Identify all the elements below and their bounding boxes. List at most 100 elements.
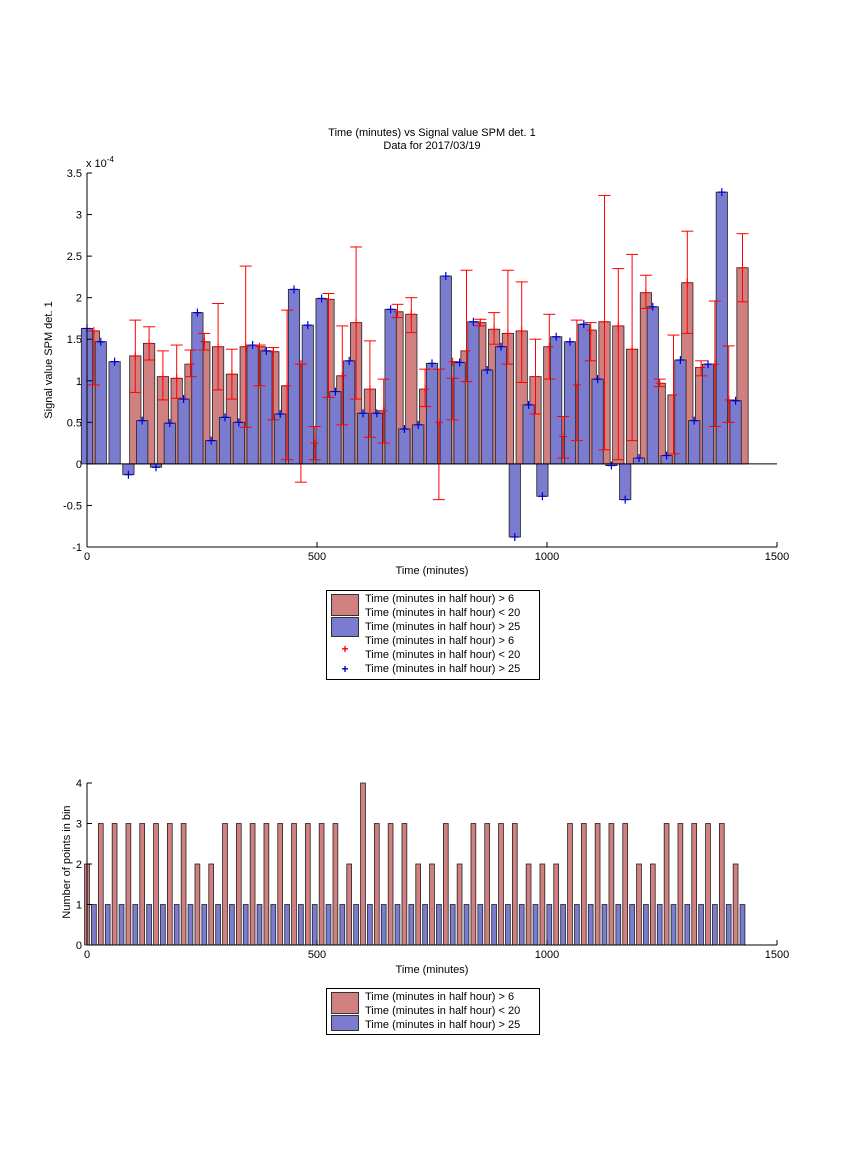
bar-series2 [739, 904, 746, 946]
bar-series2 [232, 421, 245, 465]
y-tick-label: 1 [76, 376, 82, 388]
plus-marker-red [324, 295, 333, 304]
bar-series2 [729, 400, 742, 465]
bar-series2 [311, 904, 318, 946]
bar-series2 [643, 904, 649, 946]
bar-series2 [370, 412, 383, 465]
bar-series2 [315, 298, 328, 465]
plus-marker-blue [276, 410, 285, 419]
plus-marker-blue [731, 396, 740, 405]
plus-marker-red [255, 342, 264, 351]
plus-marker-blue [152, 463, 160, 472]
plus-marker-blue [704, 360, 712, 369]
bar-series1 [166, 823, 173, 946]
bar-series2 [104, 904, 111, 946]
y-tick-label: 2.5 [67, 251, 82, 263]
y-tick-label: -1 [72, 542, 82, 554]
plus-marker-blue [234, 418, 243, 427]
bar-series1 [677, 823, 684, 946]
bar-series2 [491, 904, 497, 946]
bar-series2 [467, 321, 480, 465]
bar-series2 [274, 413, 287, 465]
bar-series2 [256, 904, 263, 946]
bar-series1 [691, 823, 698, 946]
plus-marker-blue [428, 359, 436, 368]
legend-marker-blue-plus: + [341, 662, 349, 676]
bar-series1 [484, 823, 491, 946]
chart2-plot-area: 0 500 1000 1500 0 1 2 3 4 [76, 778, 789, 961]
plus-marker-red [227, 370, 236, 379]
plus-marker-red [352, 318, 361, 327]
bar-series2 [532, 904, 539, 946]
bar-series1 [415, 863, 422, 946]
y-tick-label: 2 [76, 859, 82, 871]
plus-marker-blue [510, 533, 519, 542]
bar-series1 [663, 823, 670, 946]
plus-marker-blue [345, 356, 354, 365]
plus-marker-blue [96, 337, 105, 346]
bar-series2 [560, 904, 566, 946]
legend-label: Time (minutes in half hour) > 6 [365, 991, 515, 1003]
bar-series1 [208, 863, 215, 946]
x-tick-label: 1000 [535, 949, 559, 961]
y-tick-label: 1 [76, 900, 82, 912]
bar-series2 [325, 904, 332, 946]
bar-series1 [539, 863, 546, 946]
bar-series1 [387, 823, 394, 946]
plus-marker-red [490, 325, 499, 334]
bar-series1 [125, 823, 132, 946]
bar-series2 [674, 359, 687, 465]
plus-marker-red [655, 379, 664, 388]
plus-marker-red [586, 326, 595, 335]
plus-marker-blue [179, 395, 188, 404]
plus-marker-blue [538, 492, 547, 501]
plus-marker-red [710, 360, 719, 369]
bar-series1 [318, 823, 325, 946]
plus-marker-blue [690, 416, 699, 425]
chart1-subtitle: Data for 2017/03/19 [383, 140, 480, 152]
legend-label: Time (minutes in half hour) < 20 [365, 649, 521, 661]
y-tick-label: 0 [76, 940, 82, 952]
bar-series2 [394, 904, 401, 946]
bar-series2 [118, 904, 125, 946]
x-tick-label: 500 [308, 551, 326, 563]
plus-marker-red [365, 385, 374, 394]
bar-series1 [332, 823, 339, 946]
bar-series1 [222, 823, 228, 946]
chart1-exponent-label: x 10-4 [86, 155, 114, 170]
bar-series1 [705, 823, 711, 946]
bar-series2 [339, 904, 346, 946]
plus-marker-blue [138, 416, 147, 425]
chart1-xlabel: Time (minutes) [396, 565, 469, 577]
plus-marker-red [407, 310, 416, 319]
bar-series1 [153, 823, 159, 946]
bar-series1 [235, 823, 242, 946]
plus-marker-red [379, 406, 388, 415]
plus-marker-red [476, 318, 485, 327]
plus-marker-red [614, 321, 623, 330]
plus-marker-red [310, 439, 319, 448]
plus-marker-red [462, 346, 471, 355]
bar-series2 [91, 904, 97, 946]
plus-marker-blue [124, 470, 133, 479]
y-tick-label: 3.5 [67, 168, 82, 180]
plus-marker-blue [262, 346, 271, 355]
bar-series1 [718, 823, 725, 946]
plus-marker-red [503, 329, 512, 338]
plus-marker-red [559, 432, 568, 441]
y-tick-label: 0.5 [67, 417, 82, 429]
plus-marker-blue [193, 308, 202, 317]
bar-series2 [408, 904, 415, 946]
bar-series2 [698, 904, 704, 946]
plus-marker-blue [317, 294, 326, 303]
plus-marker-blue [221, 413, 229, 422]
plus-marker-blue [483, 365, 492, 374]
plus-marker-blue [331, 387, 340, 396]
legend-label: Time (minutes in half hour) < 20 [365, 1005, 521, 1017]
x-tick-label: 0 [84, 551, 90, 563]
bar-series2 [505, 904, 511, 946]
bar-series1 [649, 863, 656, 946]
legend-label: Time (minutes in half hour) > 25 [365, 663, 521, 675]
bar-series1 [277, 823, 284, 946]
plus-marker-red [241, 342, 250, 351]
